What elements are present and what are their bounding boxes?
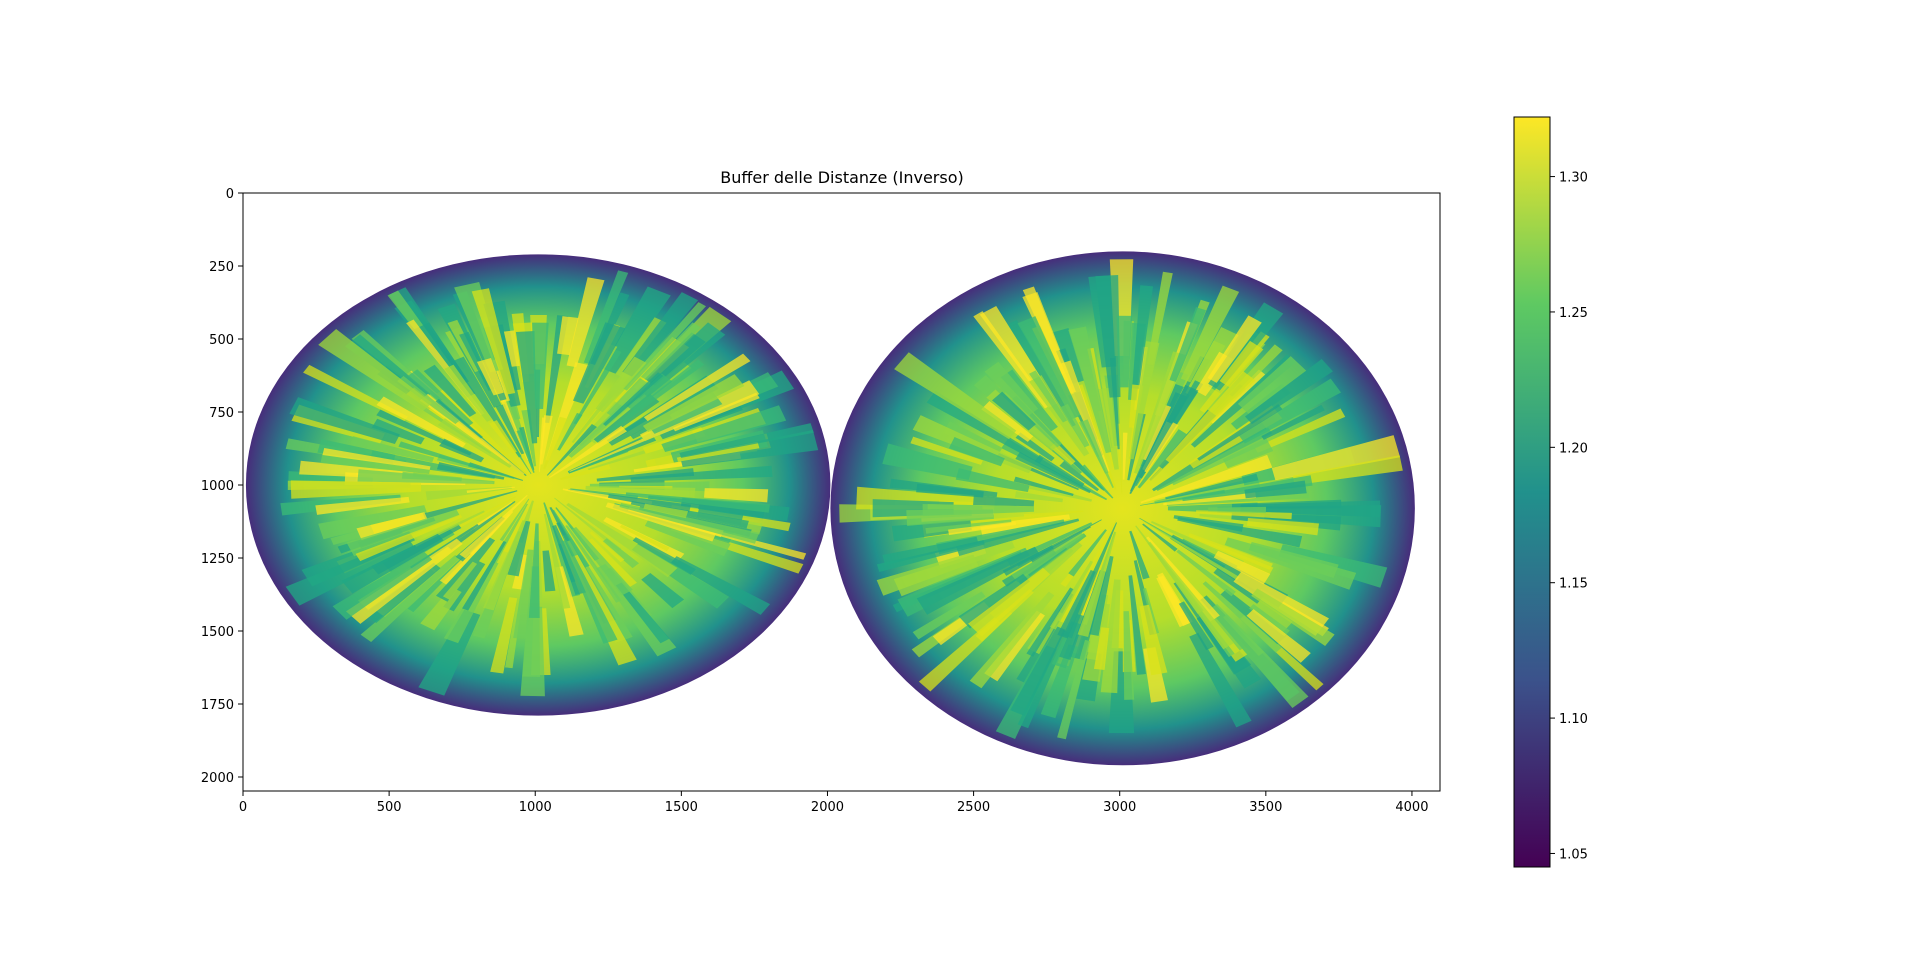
x-tick-label: 0 (239, 800, 247, 815)
right-blob (830, 251, 1415, 766)
y-tick-label: 1250 (201, 552, 234, 567)
x-tick-label: 1500 (665, 800, 698, 815)
colorbar-tick-label: 1.30 (1559, 171, 1588, 186)
plot-area (242, 192, 1441, 792)
colorbar-tick-label: 1.20 (1559, 441, 1588, 456)
colorbar-tick-label: 1.15 (1559, 577, 1588, 592)
y-tick-label: 250 (209, 260, 234, 275)
x-tick-label: 1000 (519, 800, 552, 815)
heatmap-image (243, 193, 1440, 791)
y-tick-label: 750 (209, 406, 234, 421)
x-tick-label: 500 (377, 800, 402, 815)
colorbar-tick-label: 1.10 (1559, 712, 1588, 727)
left-blob (245, 254, 831, 716)
y-tick-label: 1750 (201, 698, 234, 713)
x-tick-label: 4000 (1395, 800, 1428, 815)
colorbar-tick-label: 1.25 (1559, 306, 1588, 321)
y-tick-label: 1500 (201, 625, 234, 640)
x-tick-label: 2000 (811, 800, 844, 815)
y-tick-label: 2000 (201, 771, 234, 786)
colorbar-gradient (1513, 116, 1551, 868)
y-axis: 0 250 500 750 1000 1250 1500 1750 2000 (201, 187, 243, 786)
x-tick-label: 2500 (957, 800, 990, 815)
chart-title: Buffer delle Distanze (Inverso) (720, 168, 963, 187)
x-tick-label: 3500 (1249, 800, 1282, 815)
x-tick-label: 3000 (1103, 800, 1136, 815)
colorbar: 1.05 1.10 1.15 1.20 1.25 1.30 (1513, 116, 1588, 868)
y-tick-label: 1000 (201, 479, 234, 494)
x-axis: 0 500 1000 1500 2000 2500 3000 3500 4000 (239, 791, 1428, 815)
plot-frame (242, 192, 1441, 792)
y-tick-label: 500 (209, 333, 234, 348)
y-tick-label: 0 (226, 187, 234, 202)
colorbar-tick-label: 1.05 (1559, 847, 1588, 862)
